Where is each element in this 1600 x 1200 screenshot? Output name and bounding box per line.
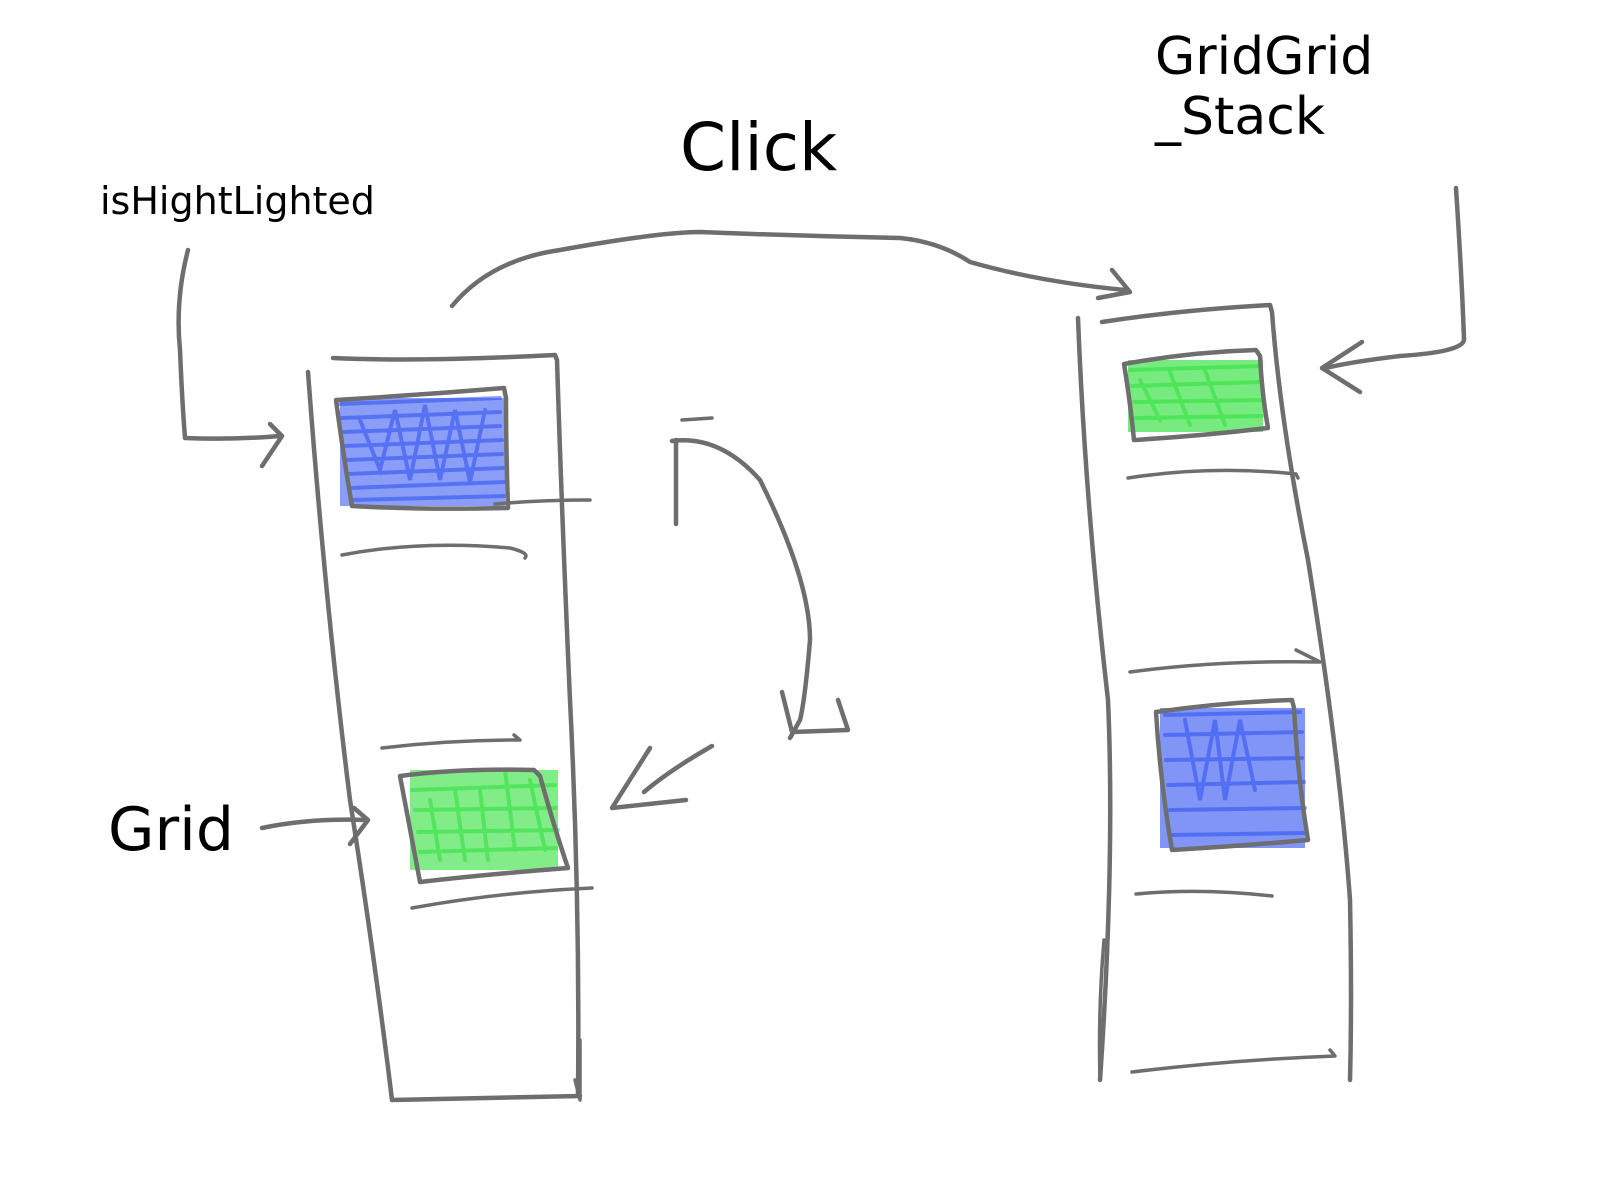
right-top-item-fill bbox=[1128, 364, 1264, 427]
click-label: Click bbox=[680, 109, 838, 186]
swap-return-arrowhead bbox=[609, 745, 689, 811]
left-bottom-item-green bbox=[380, 733, 594, 910]
click-transition-arrow bbox=[449, 229, 1128, 309]
right-column-bottom-line bbox=[1130, 1048, 1337, 1074]
right-top-item-caption bbox=[1126, 468, 1300, 480]
left-bottom-item-border bbox=[397, 767, 571, 885]
swap-marker-top bbox=[680, 416, 714, 422]
right-bottom-item-blue bbox=[1128, 648, 1322, 898]
left-top-item-border bbox=[333, 385, 511, 511]
gridgrid-stack-pointer-arrow bbox=[1323, 185, 1467, 371]
left-stack-column bbox=[305, 352, 594, 1103]
right-bottom-item-fill bbox=[1163, 710, 1307, 837]
left-top-item-label-line bbox=[493, 498, 592, 506]
swap-curve-arrow bbox=[669, 438, 813, 741]
grid-label: Grid bbox=[108, 795, 234, 865]
left-column-bottom-tail bbox=[573, 1038, 582, 1102]
right-column-left-tail bbox=[1097, 938, 1106, 1082]
right-column-outline bbox=[1075, 302, 1354, 1083]
grid-pointer-arrow bbox=[259, 817, 369, 831]
right-bottom-item-border bbox=[1153, 697, 1311, 853]
left-bottom-item-caption bbox=[410, 886, 594, 910]
click-transition-arrowhead bbox=[1095, 267, 1133, 301]
is-highlighted-pointer-arrowhead bbox=[259, 421, 285, 469]
left-top-item-caption bbox=[340, 543, 528, 560]
right-top-item-green bbox=[1121, 347, 1300, 480]
grid-pointer-arrowhead bbox=[347, 805, 371, 847]
right-top-item-border bbox=[1121, 347, 1271, 443]
right-bottom-item-header bbox=[1128, 648, 1322, 674]
left-column-outline bbox=[305, 352, 583, 1103]
right-stack-column bbox=[1075, 302, 1354, 1083]
left-top-item-blue bbox=[333, 385, 592, 560]
is-highlighted-label: isHightLighted bbox=[100, 179, 375, 223]
gridgrid-stack-label-line2: _Stack bbox=[1154, 87, 1325, 147]
right-bottom-item-caption bbox=[1134, 889, 1274, 898]
is-highlighted-pointer-arrow bbox=[176, 247, 283, 441]
left-bottom-item-header bbox=[380, 733, 522, 750]
swap-curve-arrowhead bbox=[779, 689, 851, 735]
left-bottom-item-fill bbox=[410, 768, 560, 862]
gridgrid-stack-pointer-arrowhead bbox=[1319, 339, 1365, 395]
gridgrid-stack-label-line1: GridGrid bbox=[1155, 27, 1373, 87]
swap-return-arrow bbox=[641, 743, 715, 795]
